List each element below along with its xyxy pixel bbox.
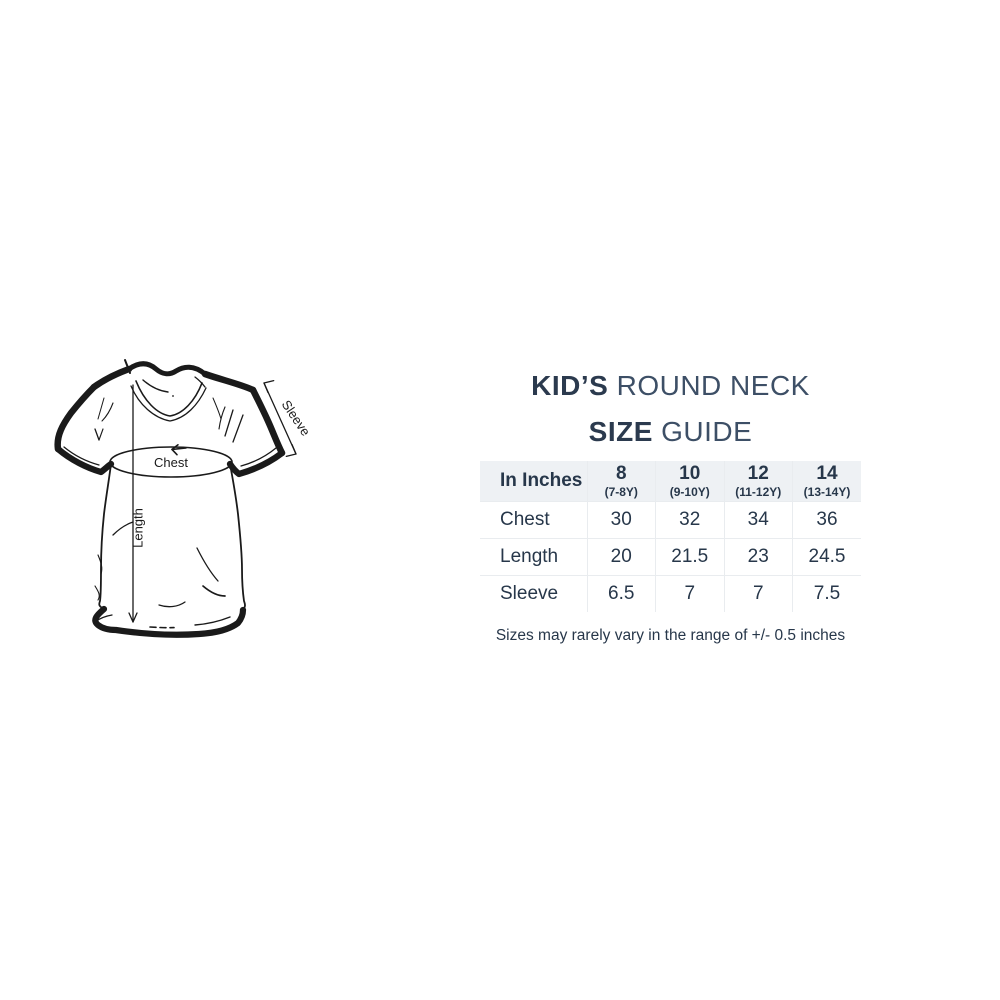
svg-text:Chest: Chest xyxy=(154,455,188,470)
